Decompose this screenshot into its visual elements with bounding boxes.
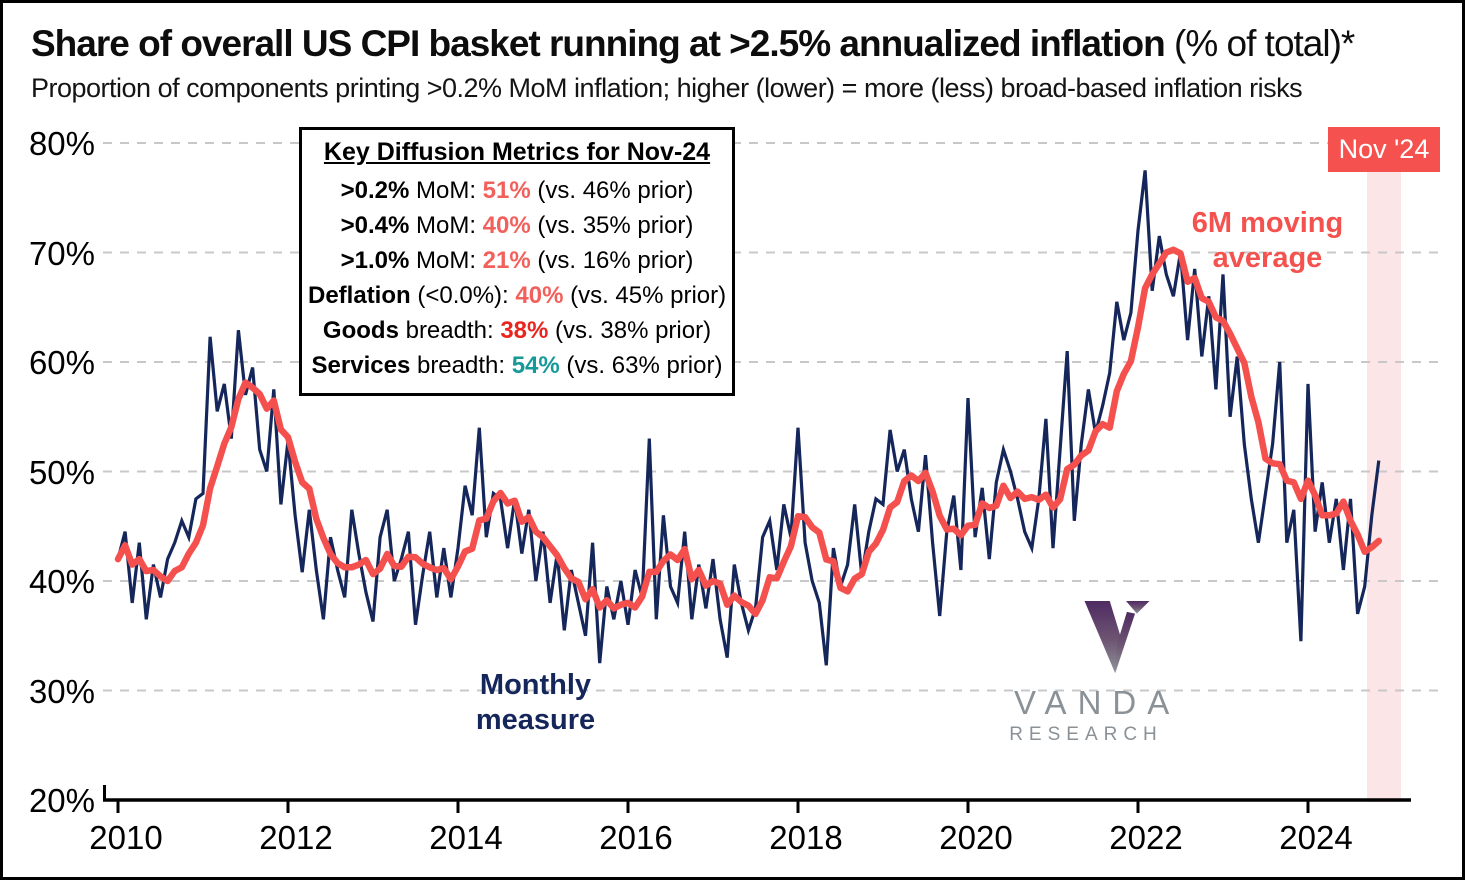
- metrics-box: Key Diffusion Metrics for Nov-24 >0.2% M…: [299, 127, 735, 396]
- metrics-row-part: Services: [311, 352, 411, 379]
- plot-area: [103, 142, 1440, 813]
- chart-title-units: (% of total)*: [1164, 23, 1355, 64]
- x-axis-label-2024: 2024: [1279, 819, 1353, 856]
- metrics-row-part: MoM:: [409, 212, 483, 239]
- x-axis-label-2020: 2020: [939, 819, 1013, 856]
- metrics-row-part: (vs. 38% prior): [548, 317, 712, 344]
- monthly-line-label: Monthly measure: [475, 669, 596, 736]
- metrics-row-part: Goods: [322, 317, 399, 344]
- y-axis-label-40: 40%: [28, 563, 95, 600]
- metrics-row-6: Services breadth: 54% (vs. 63% prior): [308, 348, 726, 383]
- y-axis-label-80: 80%: [28, 125, 95, 162]
- metrics-row-5: Goods breadth: 38% (vs. 38% prior): [308, 313, 726, 348]
- metrics-row-part: breadth:: [410, 352, 512, 379]
- monthly-line: [116, 170, 1381, 666]
- nov24-flag: Nov '24: [1328, 127, 1440, 172]
- nov24-highlight-band: [1367, 170, 1401, 802]
- chart-title-main: Share of overall US CPI basket running a…: [31, 23, 1166, 64]
- vanda-wordmark: VANDA: [1014, 684, 1181, 721]
- y-axis-label-60: 60%: [28, 344, 95, 381]
- metrics-row-part: Deflation: [308, 282, 411, 309]
- metrics-row-2: >0.4% MoM: 40% (vs. 35% prior): [308, 208, 726, 243]
- vanda-research-sub: RESEARCH: [1009, 724, 1163, 745]
- x-axis-label-2018: 2018: [769, 819, 843, 856]
- ma-line-label: 6M moving average: [1191, 207, 1344, 274]
- metrics-box-title: Key Diffusion Metrics for Nov-24: [323, 138, 711, 166]
- ma-line: [114, 246, 1383, 618]
- x-axis-label-2022: 2022: [1109, 819, 1183, 856]
- metrics-row-part: breadth:: [398, 317, 501, 344]
- metrics-row-part: (vs. 46% prior): [530, 177, 694, 204]
- metrics-row-part: (vs. 45% prior): [563, 282, 727, 309]
- metrics-row-part: (vs. 35% prior): [530, 212, 694, 239]
- metrics-row-3: >1.0% MoM: 21% (vs. 16% prior): [308, 243, 726, 278]
- chart-title: Share of overall US CPI basket running a…: [31, 23, 1355, 65]
- metrics-row-part: 54%: [511, 352, 560, 379]
- x-axis-label-2010: 2010: [89, 819, 163, 856]
- vanda-v-icon: [1084, 601, 1150, 674]
- x-axis-label-2016: 2016: [599, 819, 673, 856]
- metrics-row-part: 51%: [482, 177, 531, 204]
- vanda-logo: VANDA RESEARCH: [1003, 601, 1181, 746]
- metrics-row-part: MoM:: [409, 247, 483, 274]
- metrics-row-part: MoM:: [409, 177, 483, 204]
- chart-subtitle: Proportion of components printing >0.2% …: [31, 73, 1303, 103]
- metrics-row-part: 40%: [515, 282, 564, 309]
- y-axis-label-70: 70%: [28, 234, 95, 272]
- metrics-box-rows: >0.2% MoM: 51% (vs. 46% prior) >0.4% MoM:…: [308, 173, 726, 383]
- metrics-row-4: Deflation (<0.0%): 40% (vs. 45% prior): [308, 278, 726, 313]
- y-axis-label-20: 20%: [28, 782, 95, 819]
- x-axis-label-2012: 2012: [259, 819, 333, 856]
- metrics-row-1: >0.2% MoM: 51% (vs. 46% prior): [308, 173, 726, 208]
- metrics-row-part: 40%: [482, 212, 531, 239]
- metrics-row-part: 38%: [500, 317, 549, 344]
- metrics-row-part: (<0.0%):: [410, 282, 516, 309]
- metrics-row-part: >0.4%: [340, 212, 410, 239]
- metrics-row-part: 21%: [482, 247, 531, 274]
- metrics-row-part: (vs. 16% prior): [530, 247, 694, 274]
- y-axis-label-30: 30%: [28, 672, 95, 710]
- y-axis-label-50: 50%: [28, 453, 95, 491]
- metrics-row-part: >0.2%: [340, 177, 410, 204]
- metrics-row-part: (vs. 63% prior): [559, 352, 723, 379]
- x-axis-label-2014: 2014: [429, 819, 503, 856]
- metrics-row-part: >1.0%: [340, 247, 410, 274]
